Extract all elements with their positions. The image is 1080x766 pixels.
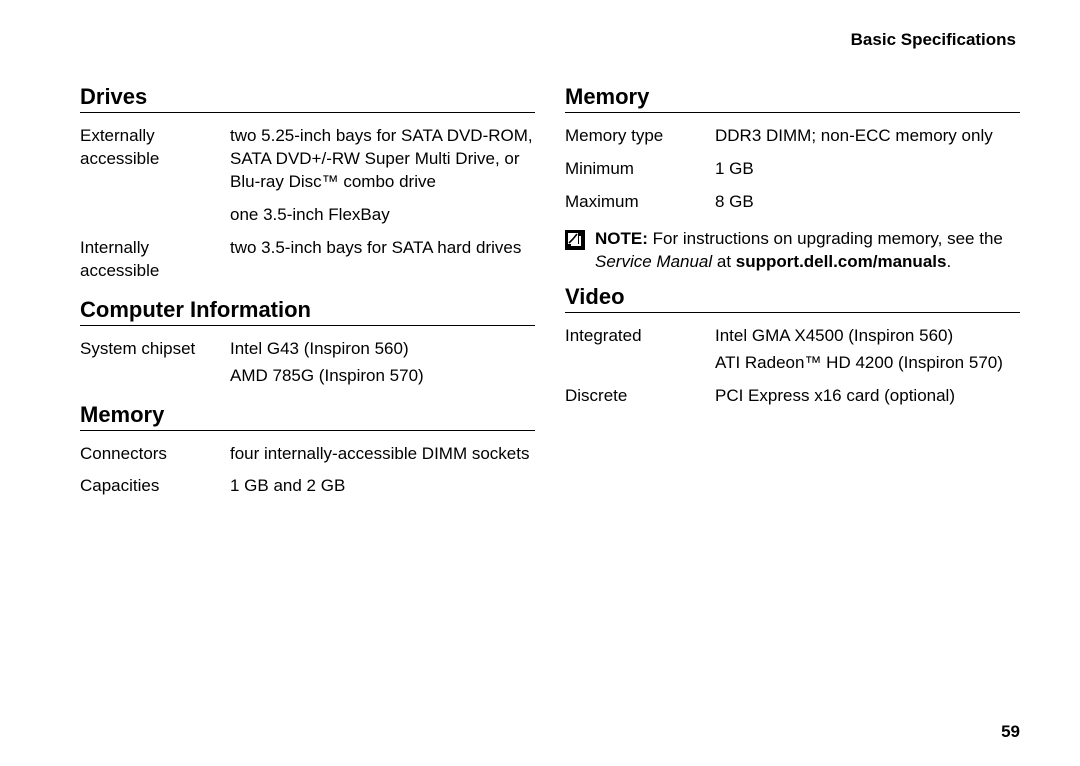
spec-label: Internally accessible [80, 237, 230, 283]
spec-label: Maximum [565, 191, 715, 214]
note-part3: . [946, 252, 951, 271]
note-text: NOTE: For instructions on upgrading memo… [595, 228, 1020, 274]
spec-value: AMD 785G (Inspiron 570) [230, 365, 535, 388]
spec-label: Connectors [80, 443, 230, 466]
section-title-video: Video [565, 284, 1020, 313]
spec-row: Connectors four internally-accessible DI… [80, 437, 535, 470]
page-number: 59 [1001, 722, 1020, 742]
section-title-memory-right: Memory [565, 84, 1020, 113]
spec-row: ATI Radeon™ HD 4200 (Inspiron 570) [565, 352, 1020, 379]
content-columns: Drives Externally accessible two 5.25-in… [80, 74, 1020, 502]
spec-label: Discrete [565, 385, 715, 408]
spec-value: two 5.25-inch bays for SATA DVD-ROM, SAT… [230, 125, 535, 194]
spec-row: Integrated Intel GMA X4500 (Inspiron 560… [565, 319, 1020, 352]
page: Basic Specifications Drives Externally a… [0, 0, 1080, 766]
spec-row: Externally accessible two 5.25-inch bays… [80, 119, 535, 198]
note-part2: at [712, 252, 736, 271]
spec-value: one 3.5-inch FlexBay [230, 204, 535, 227]
section-title-memory-left: Memory [80, 402, 535, 431]
spec-value: DDR3 DIMM; non-ECC memory only [715, 125, 1020, 148]
spec-label: Minimum [565, 158, 715, 181]
spec-row: Discrete PCI Express x16 card (optional) [565, 379, 1020, 412]
spec-row: Memory type DDR3 DIMM; non-ECC memory on… [565, 119, 1020, 152]
section-title-drives: Drives [80, 84, 535, 113]
spec-row: one 3.5-inch FlexBay [80, 198, 535, 231]
spec-row: AMD 785G (Inspiron 570) [80, 365, 535, 392]
spec-row: Capacities 1 GB and 2 GB [80, 469, 535, 502]
note-prefix: NOTE: [595, 229, 648, 248]
spec-value: Intel GMA X4500 (Inspiron 560) [715, 325, 1020, 348]
spec-value: Intel G43 (Inspiron 560) [230, 338, 535, 361]
right-column: Memory Memory type DDR3 DIMM; non-ECC me… [565, 74, 1020, 502]
spec-value: four internally-accessible DIMM sockets [230, 443, 535, 466]
spec-row: Internally accessible two 3.5-inch bays … [80, 231, 535, 287]
spec-row: Maximum 8 GB [565, 185, 1020, 218]
spec-value: 8 GB [715, 191, 1020, 214]
spec-row: System chipset Intel G43 (Inspiron 560) [80, 332, 535, 365]
note-icon [565, 230, 585, 250]
note-italic: Service Manual [595, 252, 712, 271]
page-header: Basic Specifications [80, 30, 1020, 50]
section-title-computer-info: Computer Information [80, 297, 535, 326]
spec-label: System chipset [80, 338, 230, 361]
spec-value: PCI Express x16 card (optional) [715, 385, 1020, 408]
note-box: NOTE: For instructions on upgrading memo… [565, 228, 1020, 274]
note-part1: For instructions on upgrading memory, se… [648, 229, 1003, 248]
spec-value: two 3.5-inch bays for SATA hard drives [230, 237, 535, 260]
spec-row: Minimum 1 GB [565, 152, 1020, 185]
spec-value: 1 GB [715, 158, 1020, 181]
spec-value: ATI Radeon™ HD 4200 (Inspiron 570) [715, 352, 1020, 375]
left-column: Drives Externally accessible two 5.25-in… [80, 74, 535, 502]
spec-label: Externally accessible [80, 125, 230, 171]
note-bold-url: support.dell.com/manuals [736, 252, 947, 271]
spec-label: Memory type [565, 125, 715, 148]
spec-label: Capacities [80, 475, 230, 498]
spec-value: 1 GB and 2 GB [230, 475, 535, 498]
spec-label: Integrated [565, 325, 715, 348]
